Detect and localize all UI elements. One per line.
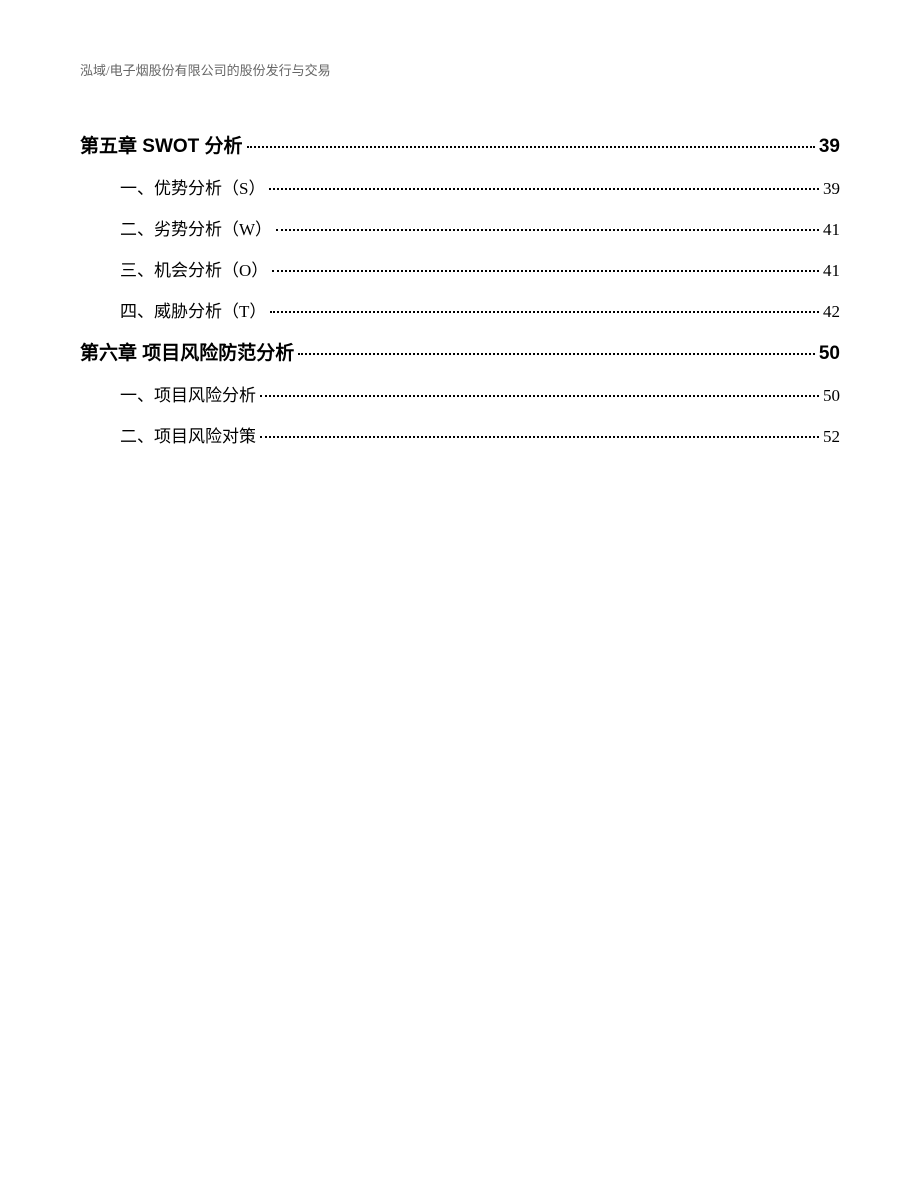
toc-item-label: 四、威胁分析（T）: [120, 297, 266, 322]
toc-page-number: 41: [823, 261, 840, 281]
toc-page-number: 39: [823, 179, 840, 199]
toc-page-number: 50: [819, 343, 840, 365]
toc-dots: [270, 311, 819, 313]
toc-chapter-label: 第六章 项目风险防范分析: [80, 338, 294, 365]
toc-item-row: 四、威胁分析（T） 42: [80, 297, 840, 322]
document-page: 泓域/电子烟股份有限公司的股份发行与交易 第五章 SWOT 分析 39 一、优势…: [0, 0, 920, 523]
toc-dots: [247, 146, 815, 148]
toc-item-label: 三、机会分析（O）: [120, 256, 268, 281]
toc-page-number: 52: [823, 427, 840, 447]
toc-dots: [276, 229, 819, 231]
toc-item-row: 一、项目风险分析 50: [80, 381, 840, 406]
toc-item-row: 二、劣势分析（W） 41: [80, 215, 840, 240]
toc-page-number: 39: [819, 136, 840, 158]
toc-page-number: 50: [823, 386, 840, 406]
table-of-contents: 第五章 SWOT 分析 39 一、优势分析（S） 39 二、劣势分析（W） 41…: [80, 131, 840, 447]
toc-item-label: 二、劣势分析（W）: [120, 215, 272, 240]
toc-page-number: 42: [823, 302, 840, 322]
toc-dots: [260, 436, 819, 438]
toc-page-number: 41: [823, 220, 840, 240]
toc-item-row: 一、优势分析（S） 39: [80, 174, 840, 199]
toc-chapter-row: 第六章 项目风险防范分析 50: [80, 338, 840, 365]
toc-item-label: 一、项目风险分析: [120, 381, 256, 406]
toc-item-label: 二、项目风险对策: [120, 422, 256, 447]
toc-dots: [272, 270, 819, 272]
toc-dots: [269, 188, 819, 190]
toc-chapter-label: 第五章 SWOT 分析: [80, 131, 243, 158]
toc-item-label: 一、优势分析（S）: [120, 174, 265, 199]
toc-dots: [298, 353, 815, 355]
toc-item-row: 三、机会分析（O） 41: [80, 256, 840, 281]
toc-chapter-row: 第五章 SWOT 分析 39: [80, 131, 840, 158]
page-header: 泓域/电子烟股份有限公司的股份发行与交易: [80, 60, 840, 79]
toc-dots: [260, 395, 819, 397]
toc-item-row: 二、项目风险对策 52: [80, 422, 840, 447]
